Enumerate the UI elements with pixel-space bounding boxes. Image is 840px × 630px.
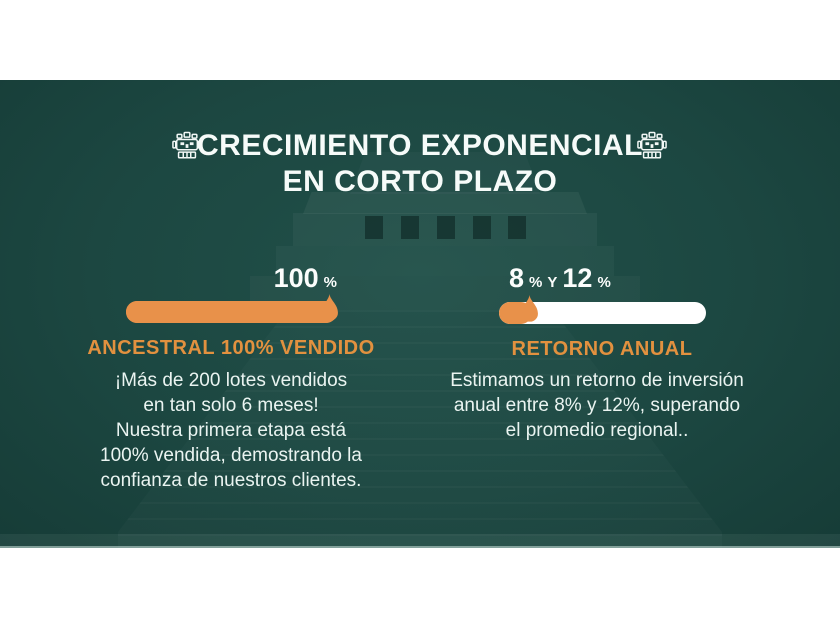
mayan-mask-icon (637, 131, 667, 162)
sold-heading: ANCESTRAL 100% VENDIDO (87, 337, 375, 359)
stat-conjunction: Y (547, 274, 558, 291)
sold-progress-bar (126, 293, 338, 323)
ground-band (0, 534, 840, 548)
temple-doorway (365, 216, 383, 239)
return-heading: RETORNO ANUAL (511, 338, 693, 360)
stat-unit: % (529, 274, 543, 291)
stat-value: 100 (273, 263, 319, 293)
return-progress-fill (499, 294, 539, 324)
stat-unit: % (597, 274, 611, 291)
temple-wall (293, 213, 597, 246)
progress-tip-icon (318, 293, 341, 323)
return-percentage-label: 8 % Y 12 % (509, 263, 729, 294)
title-line-1: CRECIMIENTO EXPONENCIAL (197, 129, 643, 162)
slide-background: CRECIMIENTO EXPONENCIAL EN CORTO PLAZO 1… (0, 80, 840, 548)
temple-doorway (437, 216, 455, 239)
page-title: CRECIMIENTO EXPONENCIAL EN CORTO PLAZO (0, 128, 840, 200)
temple-doorway (508, 216, 526, 239)
stat-value: 12 (562, 263, 593, 293)
sold-percentage-label: 100 % (126, 263, 337, 294)
mayan-mask-icon (172, 131, 202, 162)
progress-tip-icon (518, 294, 541, 324)
return-progress-bar (499, 294, 706, 324)
temple-doorway (473, 216, 491, 239)
sold-progress-fill (126, 301, 337, 323)
stat-value: 8 (509, 263, 525, 293)
return-description: Estimamos un retorno de inversión anual … (450, 370, 744, 441)
title-line-2: EN CORTO PLAZO (282, 165, 558, 198)
temple-doorway (401, 216, 419, 239)
stat-unit: % (323, 274, 337, 291)
sold-description: ¡Más de 200 lotes vendidos en tan solo 6… (100, 370, 362, 491)
